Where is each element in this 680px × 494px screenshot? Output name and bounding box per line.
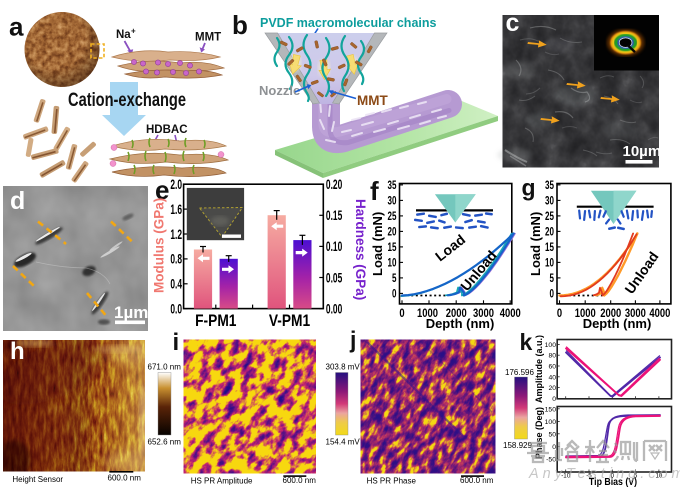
- svg-text:F-PM1: F-PM1: [195, 312, 237, 331]
- svg-text:Tip Bias (V): Tip Bias (V): [589, 475, 637, 487]
- svg-text:3000: 3000: [625, 307, 646, 320]
- svg-text:b: b: [232, 10, 248, 40]
- svg-text:0.0: 0.0: [170, 302, 182, 317]
- svg-text:k: k: [520, 329, 533, 355]
- svg-text:Height Sensor: Height Sensor: [12, 475, 63, 484]
- svg-text:0: 0: [611, 473, 615, 480]
- svg-text:Load (mN): Load (mN): [370, 212, 385, 276]
- svg-text:1.2: 1.2: [170, 228, 182, 243]
- svg-text:f: f: [370, 176, 379, 206]
- svg-text:3000: 3000: [473, 307, 494, 320]
- svg-text:V-PM1: V-PM1: [269, 312, 311, 331]
- svg-text:600.0 nm: 600.0 nm: [283, 476, 317, 485]
- svg-text:AnyTesting.com: AnyTesting.com: [528, 466, 680, 482]
- svg-text:1µm: 1µm: [114, 303, 148, 322]
- svg-text:0.4: 0.4: [170, 278, 182, 293]
- svg-text:0: 0: [552, 444, 556, 451]
- svg-text:Phase (Deg): Phase (Deg): [534, 407, 544, 459]
- svg-text:Modulus (GPa): Modulus (GPa): [152, 198, 167, 293]
- svg-text:Depth (nm): Depth (nm): [426, 316, 495, 331]
- svg-text:50: 50: [548, 431, 556, 438]
- svg-text:+: +: [131, 27, 136, 36]
- svg-text:i: i: [173, 329, 180, 356]
- svg-text:0: 0: [557, 307, 562, 320]
- svg-text:0.10: 0.10: [326, 240, 342, 255]
- svg-text:303.8 mV: 303.8 mV: [326, 363, 361, 372]
- svg-text:Cation-exchange: Cation-exchange: [68, 90, 186, 111]
- svg-text:30: 30: [388, 195, 397, 208]
- svg-text:2000: 2000: [446, 307, 467, 320]
- svg-text:-10: -10: [561, 473, 571, 480]
- svg-text:15: 15: [388, 242, 397, 255]
- svg-text:25: 25: [388, 211, 397, 224]
- svg-text:0.8: 0.8: [170, 253, 182, 268]
- svg-text:4000: 4000: [649, 307, 670, 320]
- svg-text:Hardness (GPa): Hardness (GPa): [353, 199, 368, 300]
- svg-text:-50: -50: [546, 457, 556, 464]
- svg-text:10: 10: [545, 257, 554, 270]
- svg-text:20: 20: [545, 226, 554, 239]
- svg-text:20: 20: [548, 385, 556, 392]
- svg-text:Na: Na: [116, 29, 131, 41]
- svg-text:35: 35: [388, 180, 397, 193]
- svg-text:MMT: MMT: [357, 93, 388, 108]
- svg-text:4000: 4000: [500, 307, 521, 320]
- svg-text:80: 80: [548, 353, 556, 360]
- svg-text:35: 35: [545, 180, 554, 193]
- svg-text:600.0 nm: 600.0 nm: [108, 474, 142, 483]
- svg-text:2.0: 2.0: [170, 178, 182, 193]
- svg-text:j: j: [349, 327, 356, 353]
- svg-text:30: 30: [545, 195, 554, 208]
- svg-text:25: 25: [545, 211, 554, 224]
- svg-text:Load (mN): Load (mN): [528, 212, 543, 276]
- svg-text:600.0 nm: 600.0 nm: [460, 476, 494, 485]
- svg-text:60: 60: [548, 364, 556, 371]
- svg-text:0.05: 0.05: [326, 271, 343, 286]
- svg-text:10µm: 10µm: [623, 143, 662, 160]
- svg-text:100: 100: [545, 419, 557, 426]
- svg-text:a: a: [9, 12, 24, 42]
- svg-text:Nozzle: Nozzle: [259, 83, 300, 98]
- svg-text:100: 100: [545, 342, 557, 349]
- svg-text:Depth (nm): Depth (nm): [583, 316, 652, 331]
- svg-text:d: d: [10, 187, 25, 215]
- svg-text:0: 0: [399, 307, 404, 320]
- svg-text:0: 0: [392, 288, 397, 301]
- svg-text:10: 10: [655, 473, 662, 480]
- svg-text:g: g: [522, 175, 536, 201]
- svg-text:20: 20: [388, 226, 397, 239]
- svg-text:c: c: [506, 9, 520, 37]
- svg-text:1000: 1000: [417, 307, 438, 320]
- svg-text:Amplitude (a.u.): Amplitude (a.u.): [534, 335, 544, 403]
- svg-text:MMT: MMT: [195, 32, 221, 44]
- svg-text:1000: 1000: [575, 307, 596, 320]
- svg-text:2000: 2000: [600, 307, 621, 320]
- svg-text:5: 5: [550, 273, 555, 286]
- svg-text:671.0 nm: 671.0 nm: [148, 363, 182, 372]
- svg-text:0.15: 0.15: [326, 209, 343, 224]
- svg-text:0.20: 0.20: [326, 178, 342, 193]
- svg-text:158.929: 158.929: [503, 441, 532, 450]
- svg-text:HS PR Amplitude: HS PR Amplitude: [191, 477, 253, 486]
- svg-text:154.4 mV: 154.4 mV: [326, 438, 361, 447]
- svg-text:HS PR Phase: HS PR Phase: [367, 477, 417, 486]
- svg-text:h: h: [10, 338, 25, 365]
- svg-text:0: 0: [552, 396, 556, 403]
- svg-text:40: 40: [548, 374, 556, 381]
- svg-text:10: 10: [388, 257, 397, 270]
- svg-text:652.6 nm: 652.6 nm: [148, 438, 182, 447]
- svg-text:15: 15: [545, 242, 554, 255]
- svg-text:1.6: 1.6: [170, 203, 182, 218]
- svg-text:176.596: 176.596: [505, 368, 534, 377]
- svg-text:-5: -5: [586, 473, 592, 480]
- svg-text:PVDF macromolecular chains: PVDF macromolecular chains: [260, 16, 437, 30]
- svg-text:5: 5: [392, 273, 397, 286]
- svg-text:e: e: [155, 175, 169, 205]
- svg-text:HDBAC: HDBAC: [146, 124, 188, 136]
- svg-text:150: 150: [545, 406, 557, 413]
- svg-text:0: 0: [550, 288, 555, 301]
- svg-text:5: 5: [634, 473, 638, 480]
- svg-text:0.00: 0.00: [326, 302, 342, 317]
